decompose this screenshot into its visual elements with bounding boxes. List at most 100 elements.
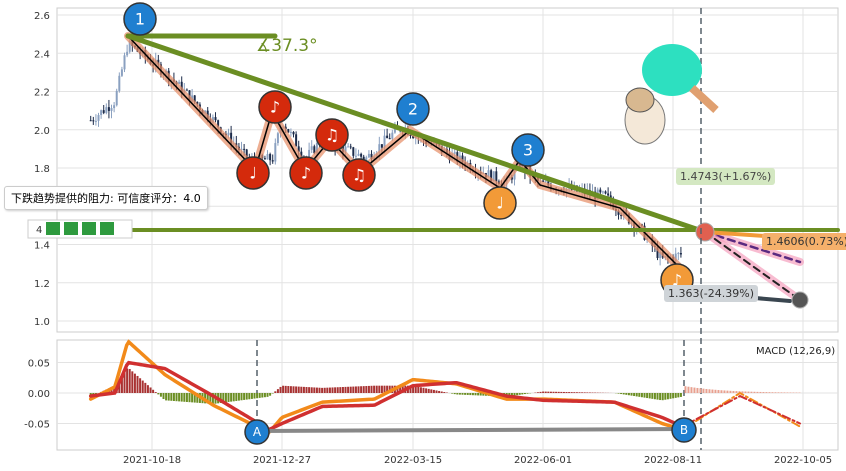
- macd-histogram-bar: [388, 385, 391, 393]
- candle-body: [110, 108, 113, 111]
- candle-body: [105, 107, 108, 113]
- candle-body: [113, 105, 116, 109]
- macd-histogram-bar: [526, 393, 529, 394]
- macd-histogram-bar: [243, 393, 246, 400]
- x-tick-label: 2022-06-01: [514, 455, 572, 466]
- score-star-icon: [46, 222, 60, 235]
- music-note-marker-label: ♪: [270, 98, 280, 117]
- macd-histogram-bar: [318, 387, 321, 393]
- macd-histogram-bar: [661, 393, 664, 401]
- macd-histogram-bar: [315, 387, 318, 393]
- candle-body: [347, 146, 350, 148]
- macd-histogram-bar: [354, 386, 357, 393]
- macd-histogram-bar: [399, 385, 402, 393]
- music-note-marker: [483, 186, 517, 220]
- macd-histogram-bar: [705, 388, 708, 393]
- resistance-tooltip: 下跌趋势提供的阻力: 可信度评分：4.0: [4, 186, 208, 210]
- candle-body: [492, 171, 495, 182]
- macd-histogram-bar: [178, 393, 181, 402]
- score-box: [27, 219, 133, 239]
- macd-histogram-bar: [635, 393, 638, 397]
- macd-histogram-bar: [723, 390, 726, 393]
- macd-histogram-bar: [375, 385, 378, 393]
- macd-histogram-bar: [162, 393, 165, 400]
- candle-body: [217, 120, 220, 128]
- macd-histogram-bar: [477, 393, 480, 396]
- macd-histogram-bar: [248, 393, 251, 400]
- macd-histogram-bar: [741, 391, 744, 393]
- macd-histogram-bar: [370, 385, 373, 393]
- macd-histogram-bar: [289, 386, 292, 393]
- target-up-label: 1.4743(+1.67%): [676, 168, 776, 185]
- divergence-a-marker-label: A: [253, 425, 262, 439]
- macd-histogram-bar: [245, 393, 248, 400]
- projection-down: [704, 231, 801, 301]
- macd-histogram-bar: [679, 393, 682, 397]
- macd-histogram-bar: [271, 393, 274, 394]
- angle-label: ∡37.3°: [256, 36, 318, 56]
- candle-body: [92, 120, 95, 122]
- candle-body: [393, 126, 396, 133]
- macd-histogram-bar: [276, 389, 279, 393]
- macd-histogram-bar: [581, 392, 584, 393]
- macd-histogram-bar: [297, 386, 300, 393]
- macd-histogram-bar: [684, 386, 687, 393]
- macd-histogram-bar: [732, 390, 735, 393]
- peak-3-marker-label: 3: [523, 141, 533, 160]
- macd-histogram-bar: [256, 393, 259, 399]
- macd-histogram-bar: [780, 392, 783, 393]
- macd-histogram-bar: [720, 390, 723, 393]
- candle-body: [230, 132, 233, 145]
- score-star-icon: [82, 222, 96, 235]
- candle-body: [362, 156, 365, 160]
- macd-title: MACD (12,26,9): [756, 346, 836, 357]
- candle-body: [276, 133, 279, 144]
- macd-histogram-bar: [352, 386, 355, 393]
- macd-histogram-bar: [630, 393, 633, 396]
- music-note-marker-label: ♪: [301, 164, 311, 183]
- y-tick-label: 2.4: [34, 49, 50, 60]
- macd-histogram-bar: [191, 393, 194, 403]
- macd-histogram-bar: [656, 393, 659, 400]
- macd-histogram-bar: [777, 392, 780, 393]
- paddle-icon: [642, 44, 702, 96]
- macd-histogram-bar: [588, 392, 591, 393]
- macd-histogram-bar: [367, 385, 370, 393]
- candle-body: [89, 120, 92, 122]
- music-note-marker-label: ♪: [672, 271, 682, 290]
- macd-histogram-bar: [157, 393, 160, 395]
- candle-body: [679, 253, 682, 255]
- macd-histogram-bar: [263, 393, 266, 398]
- macd-histogram-bar: [622, 393, 625, 395]
- y-tick-label: 2.2: [34, 88, 50, 99]
- candle-body: [365, 157, 368, 160]
- macd-histogram-bar: [321, 387, 324, 393]
- macd-histogram-bar: [699, 388, 702, 393]
- candle-body: [617, 210, 620, 215]
- candle-body: [352, 147, 355, 156]
- candle-body: [274, 143, 277, 162]
- macd-panel: [56, 339, 839, 451]
- macd-histogram-bar: [386, 385, 389, 393]
- music-note-marker-label: ♫: [352, 166, 366, 185]
- macd-histogram-bar: [466, 393, 469, 395]
- candle-body: [120, 69, 123, 76]
- macd-histogram-bar: [383, 385, 386, 393]
- macd-histogram-bar: [165, 393, 168, 401]
- macd-histogram-bar: [759, 391, 762, 393]
- candle-body: [94, 120, 97, 122]
- candle-body: [100, 110, 103, 116]
- macd-histogram-bar: [458, 393, 461, 395]
- macd-histogram-bar: [417, 386, 420, 393]
- macd-histogram-bar: [373, 385, 376, 393]
- macd-histogram-bar: [185, 393, 188, 402]
- candle-body: [193, 95, 196, 102]
- macd-histogram-bar: [154, 392, 157, 393]
- candle-body: [391, 132, 394, 139]
- candle-body: [315, 142, 318, 154]
- macd-dea-forecast: [681, 394, 801, 428]
- candle-body: [674, 253, 677, 261]
- macd-histogram-bar: [149, 387, 152, 393]
- arrow-down: [753, 296, 792, 303]
